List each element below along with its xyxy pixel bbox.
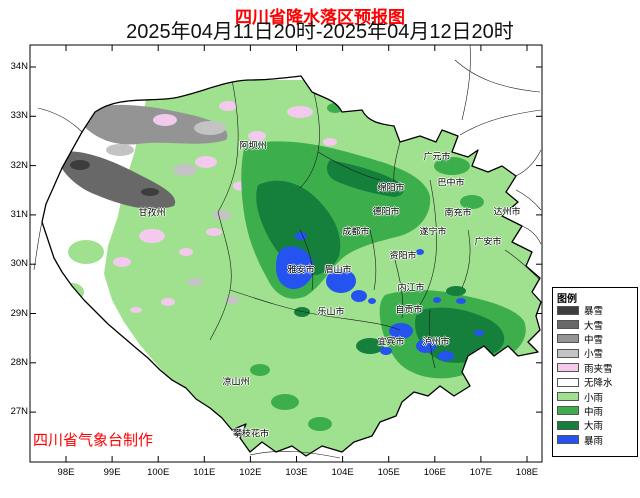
legend-label-zhongxue: 中雪	[584, 334, 604, 346]
region-rainstorm	[456, 298, 466, 304]
region-light-snow	[173, 164, 197, 176]
legend: 图例 暴雪大雪中雪小雪雨夹雪无降水小雨中雨大雨暴雨	[552, 287, 638, 457]
map-frame	[29, 44, 543, 463]
legend-swatch-wujiangshui	[557, 377, 579, 387]
region-light-snow	[213, 210, 231, 220]
legend-item-daxue: 大雪	[557, 317, 633, 332]
legend-swatch-daxue	[557, 320, 579, 330]
legend-label-dayu: 大雨	[584, 421, 604, 433]
region-rainstorm	[380, 347, 392, 355]
legend-label-wujiangshui: 无降水	[584, 378, 613, 390]
legend-item-dayu: 大雨	[557, 418, 633, 432]
legend-item-xiaoxue: 小雪	[557, 346, 633, 360]
province-border	[41, 75, 542, 457]
region-sleet	[248, 131, 266, 141]
region-rainstorm	[368, 298, 376, 304]
region-snowstorm	[70, 160, 90, 170]
neighbor-borders	[33, 44, 542, 459]
region-heavy-rain	[326, 160, 404, 197]
legend-item-wujiangshui: 无降水	[557, 375, 633, 389]
legend-swatch-zhongyu	[557, 406, 579, 416]
legend-item-baoxue: 暴雪	[557, 303, 633, 317]
region-light-rain-blob	[68, 240, 104, 264]
region-sleet	[219, 101, 237, 111]
region-light-snow	[194, 121, 226, 135]
region-sleet	[161, 298, 175, 306]
region-light-snow	[106, 144, 134, 156]
region-rainstorm	[295, 232, 307, 240]
prefecture-borders	[209, 77, 471, 369]
legend-swatch-yujiaxue	[557, 363, 579, 373]
legend-label-xiaoyu: 小雨	[584, 392, 604, 404]
legend-item-zhongyu: 中雨	[557, 404, 633, 418]
region-moderate-snow	[82, 104, 228, 145]
legend-label-baoyu: 暴雨	[584, 435, 604, 447]
legend-item-baoyu: 暴雨	[557, 433, 633, 447]
precip-regions	[42, 76, 541, 456]
region-sleet	[179, 248, 193, 256]
region-rainstorm	[438, 351, 454, 361]
legend-item-xiaoyu: 小雨	[557, 389, 633, 404]
region-rainstorm	[389, 323, 413, 339]
region-snowstorm	[141, 188, 159, 196]
region-rainstorm	[416, 249, 424, 255]
legend-swatch-baoxue	[557, 305, 579, 315]
region-rainstorm	[326, 269, 356, 293]
region-rainstorm	[474, 330, 484, 336]
region-moderate-rain-blob	[460, 195, 484, 209]
region-sleet	[195, 156, 217, 168]
region-moderate-rain-blob	[308, 417, 332, 431]
page-title: 四川省降水落区预报图	[235, 8, 405, 27]
region-sleet	[113, 257, 131, 267]
region-rainstorm	[416, 339, 436, 353]
legend-title: 图例	[557, 294, 577, 305]
region-moderate-rain-blob	[327, 103, 343, 113]
region-sleet	[287, 106, 313, 118]
region-rainstorm	[276, 246, 314, 290]
region-sleet	[139, 229, 165, 243]
legend-item-yujiaxue: 雨夹雪	[557, 361, 633, 375]
region-heavy-rain	[256, 180, 341, 276]
region-moderate-rain-blob	[434, 157, 470, 175]
region-heavy-rain-blob	[294, 307, 310, 317]
legend-label-daxue: 大雪	[584, 320, 604, 332]
legend-items: 暴雪大雪中雪小雪雨夹雪无降水小雨中雨大雨暴雨	[557, 303, 633, 447]
region-light-snow	[225, 296, 239, 304]
legend-label-yujiaxue: 雨夹雪	[584, 363, 613, 375]
legend-swatch-xiaoyu	[557, 392, 579, 402]
legend-item-zhongxue: 中雪	[557, 332, 633, 346]
region-heavy-rain-blob	[446, 286, 466, 296]
legend-label-xiaoxue: 小雪	[584, 349, 604, 361]
region-moderate-rain-blob	[250, 364, 270, 376]
region-sleet	[206, 228, 222, 236]
legend-label-zhongyu: 中雨	[584, 406, 604, 418]
legend-swatch-xiaoxue	[557, 348, 579, 358]
region-sleet	[153, 114, 177, 126]
axis-ticks	[30, 45, 542, 462]
region-light-snow	[187, 278, 203, 286]
valid-period: 2025年04月11日20时-2025年04月12日20时	[126, 21, 514, 43]
credit: 四川省气象台制作	[33, 432, 154, 449]
legend-swatch-dayu	[557, 420, 579, 430]
legend-swatch-baoyu	[557, 435, 579, 445]
region-heavy-rain-blob	[356, 338, 384, 354]
legend-label-baoxue: 暴雪	[584, 306, 604, 318]
region-sleet	[323, 138, 337, 146]
region-rainstorm	[351, 290, 367, 302]
region-sleet	[130, 307, 142, 313]
legend-swatch-zhongxue	[557, 334, 579, 344]
region-moderate-rain-blob	[271, 394, 299, 410]
region-rainstorm	[433, 297, 441, 303]
